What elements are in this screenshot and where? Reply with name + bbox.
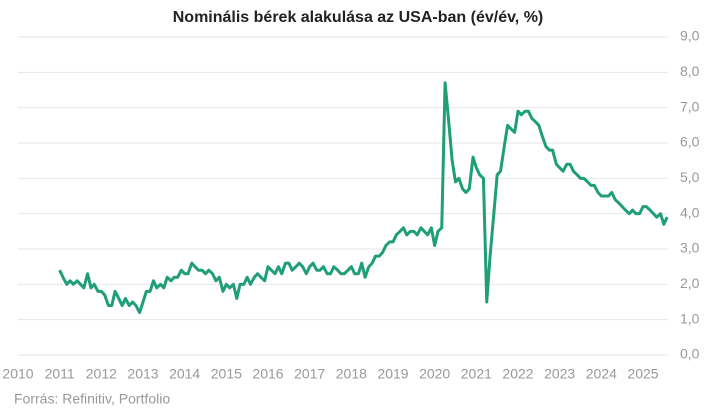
source: Forrás: Refinitiv, Portfolio — [14, 391, 170, 407]
x-tick-label: 2019 — [377, 366, 408, 382]
x-tick-label: 2016 — [252, 366, 283, 382]
y-tick-label: 4,0 — [680, 204, 700, 220]
y-tick-label: 8,0 — [680, 63, 700, 79]
x-tick-label: 2010 — [2, 366, 33, 382]
x-tick-label: 2018 — [336, 366, 367, 382]
x-tick-label: 2011 — [45, 366, 75, 382]
x-tick-label: 2022 — [502, 366, 533, 382]
x-tick-label: 2020 — [419, 366, 450, 382]
y-tick-label: 7,0 — [680, 98, 700, 114]
x-tick-label: 2013 — [127, 366, 158, 382]
y-tick-label: 3,0 — [680, 240, 700, 256]
line-series — [58, 81, 669, 315]
x-tick-label: 2014 — [169, 366, 200, 382]
x-tick-label: 2021 — [461, 366, 492, 382]
y-tick-label: 0,0 — [680, 346, 700, 362]
y-tick-label: 5,0 — [680, 169, 700, 185]
x-tick-label: 2015 — [211, 366, 242, 382]
x-tick-label: 2025 — [627, 366, 658, 382]
x-tick-label: 2023 — [544, 366, 575, 382]
x-tick-label: 2012 — [86, 366, 117, 382]
x-tick-label: 2017 — [294, 366, 325, 382]
x-tick-label: 2024 — [586, 366, 617, 382]
y-tick-label: 9,0 — [680, 28, 700, 44]
y-tick-label: 6,0 — [680, 134, 700, 150]
y-tick-label: 2,0 — [680, 275, 700, 291]
y-tick-label: 1,0 — [680, 310, 700, 326]
chart-title: Nominális bérek alakulása az USA-ban (év… — [173, 9, 544, 26]
